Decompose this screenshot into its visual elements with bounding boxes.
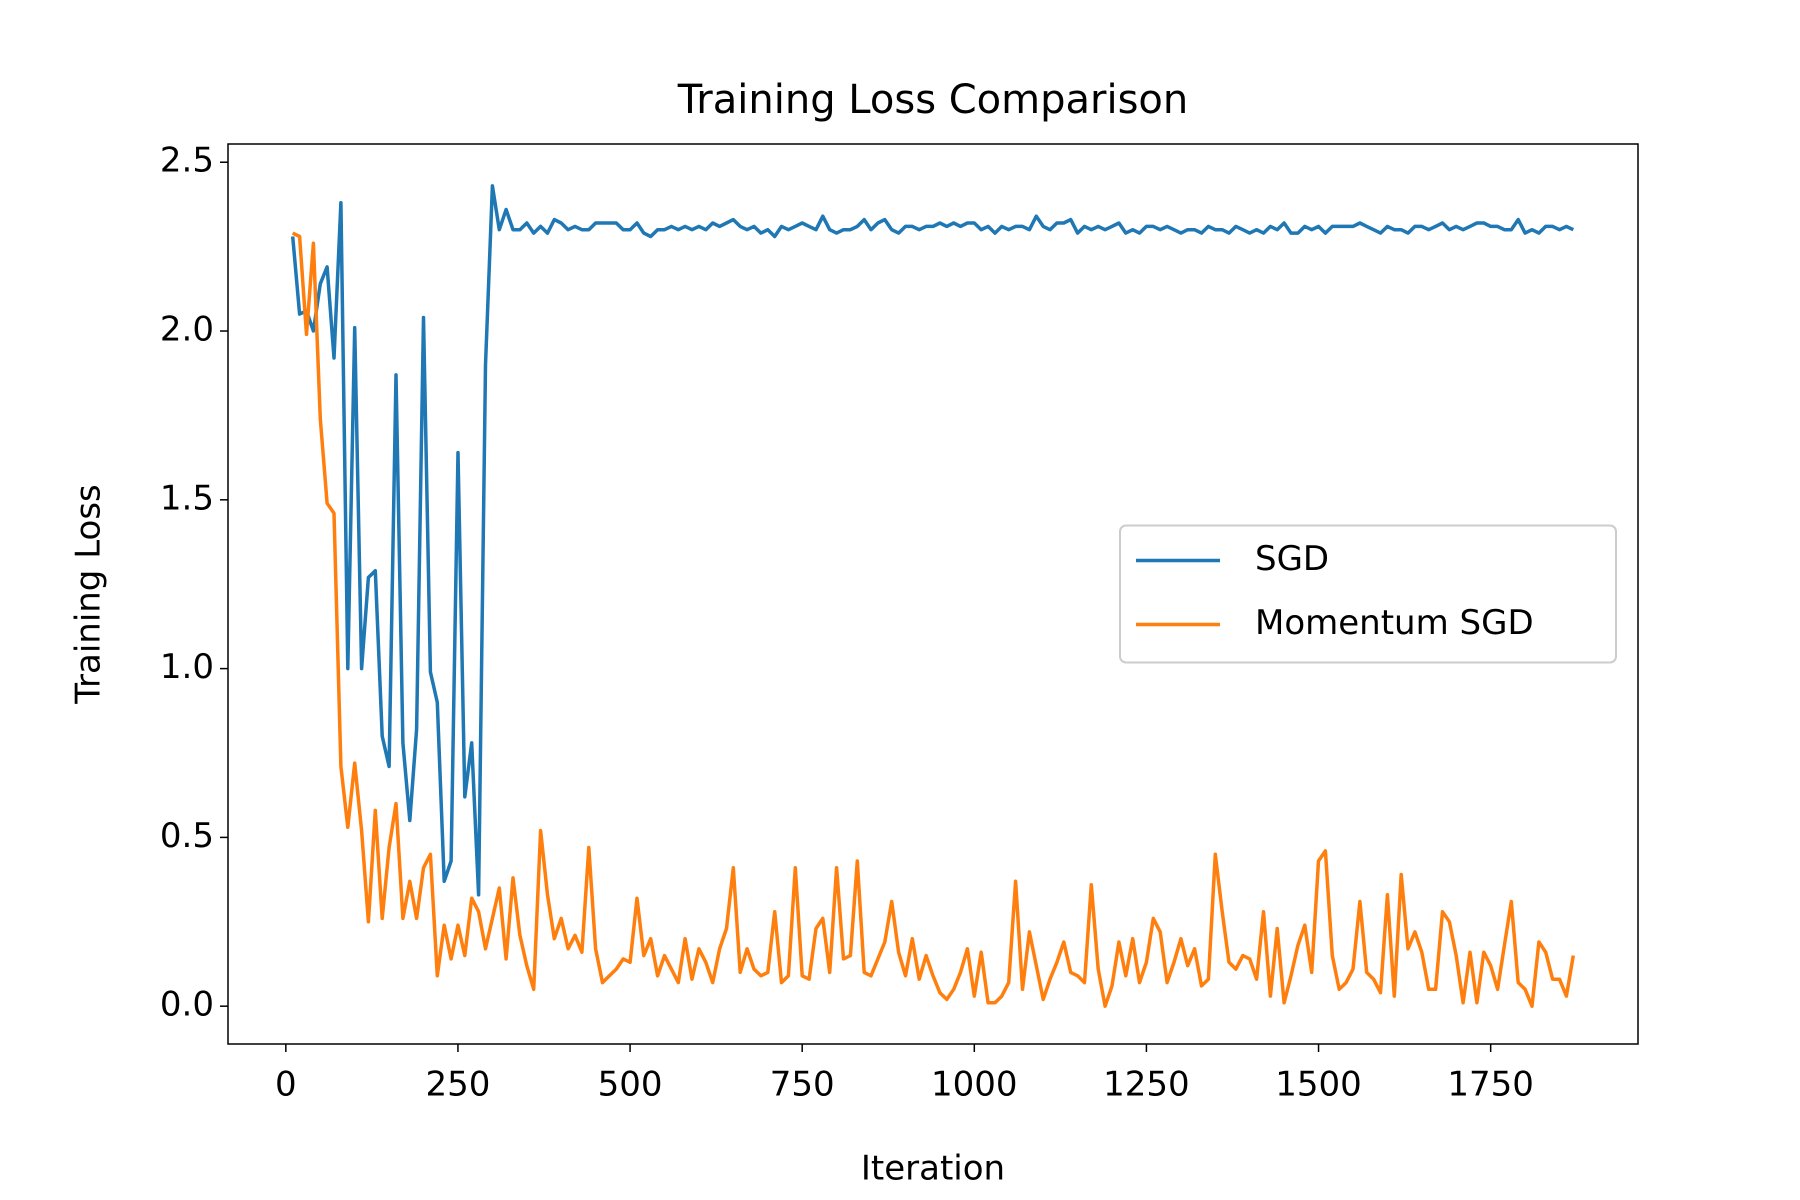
y-axis-label: Training Loss (69, 484, 109, 705)
legend-box (1119, 524, 1617, 664)
series-line (290, 184, 1575, 897)
y-tick-label: 2.0 (160, 310, 214, 350)
legend-label: SGD (1255, 539, 1329, 579)
y-tick-label: 1.0 (160, 647, 214, 687)
x-tick-label: 500 (598, 1065, 663, 1105)
x-tick-label: 1500 (1275, 1065, 1362, 1105)
series-line (291, 231, 1576, 1008)
x-tick-label: 1250 (1103, 1065, 1190, 1105)
y-tick-label: 1.5 (160, 478, 214, 518)
y-tick-label: 0.5 (160, 816, 214, 856)
x-tick-label: 750 (770, 1065, 835, 1105)
x-axis-label: Iteration (861, 1149, 1005, 1189)
chart-title: Training Loss Comparison (677, 77, 1189, 123)
axes-frame (227, 143, 1639, 1045)
y-tick-label: 0.0 (160, 985, 214, 1025)
x-tick-label: 0 (275, 1065, 297, 1105)
x-tick-label: 1750 (1447, 1065, 1534, 1105)
x-tick-label: 1000 (931, 1065, 1018, 1105)
legend-label: Momentum SGD (1255, 603, 1534, 643)
x-tick-label: 250 (425, 1065, 490, 1105)
y-tick-label: 2.5 (160, 141, 214, 181)
